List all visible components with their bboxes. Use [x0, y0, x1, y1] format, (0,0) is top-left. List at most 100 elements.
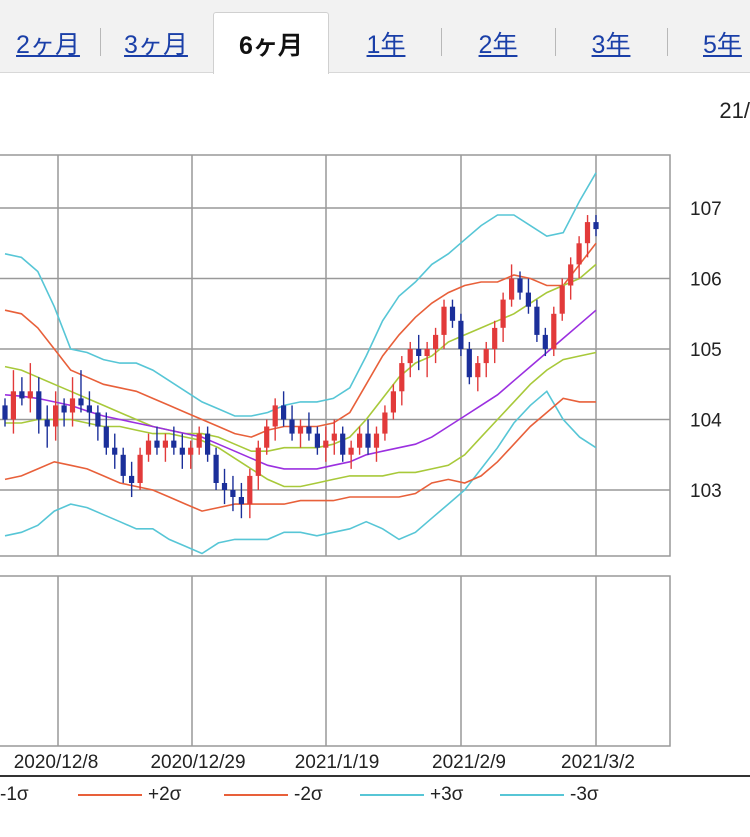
tab-3-years[interactable]: 3年 [591, 31, 631, 59]
candle-body [399, 363, 405, 392]
y-tick-label: 106 [690, 270, 722, 291]
candle-body [53, 405, 59, 427]
candle-body [78, 398, 84, 406]
legend-item-minus1-sigma: -1σ [0, 784, 29, 806]
candle-body [525, 292, 531, 307]
candle-body [407, 349, 413, 364]
band-minus3-sigma [4, 390, 597, 555]
candle-body [483, 349, 489, 364]
candle-body [373, 433, 380, 448]
candle-body [382, 412, 388, 434]
band-minus2-sigma [4, 397, 596, 512]
candle-body [424, 349, 430, 356]
tab-2-years[interactable]: 2年 [478, 31, 518, 59]
candle-body [458, 320, 464, 349]
candle-body [500, 299, 506, 328]
candle-body [10, 391, 16, 420]
candle-body [238, 497, 244, 505]
candle-body [19, 391, 25, 399]
plot-area [0, 154, 671, 557]
candle-body [61, 405, 67, 413]
legend-line [500, 793, 564, 796]
candle-body [509, 278, 515, 300]
y-tick-label: 107 [690, 199, 722, 220]
header-date: 21/ [719, 98, 750, 123]
legend-label: +3σ [430, 784, 464, 805]
legend-label: -2σ [294, 784, 323, 805]
x-tick-label: 2021/3/2 [561, 752, 635, 773]
candle-body [365, 433, 371, 448]
candle-body [542, 334, 548, 349]
candle-body [112, 447, 118, 455]
candle-body [348, 447, 354, 455]
candle-body [449, 306, 456, 321]
y-tick-label: 103 [690, 481, 722, 502]
legend-divider [0, 775, 750, 777]
tab-separator [555, 28, 556, 56]
tab-separator [100, 28, 101, 56]
tab-3-months[interactable]: 3ヶ月 [124, 31, 188, 59]
candle-body [306, 426, 312, 434]
candle-body [441, 306, 447, 335]
tab-separator [667, 28, 668, 56]
candle-body [492, 327, 498, 349]
candle-body [357, 433, 363, 448]
tab-1-year[interactable]: 1年 [366, 31, 406, 59]
tab-6-months[interactable]: 6ヶ月 [213, 12, 329, 74]
candle-body [154, 440, 160, 448]
band-plus3-sigma [4, 172, 597, 417]
candle-body [129, 475, 135, 483]
candle-body [171, 440, 177, 448]
candle-body [221, 483, 228, 490]
tab-2-months[interactable]: 2ヶ月 [16, 31, 80, 59]
candle-body [2, 405, 8, 420]
y-tick-label: 105 [690, 340, 722, 361]
candle-body [196, 433, 202, 448]
candle-body [162, 440, 168, 448]
legend-line [224, 793, 288, 796]
period-tabs: 2ヶ月 3ヶ月 6ヶ月 1年 2年 3年 5年 [0, 0, 750, 74]
candle-body [297, 426, 304, 434]
candle-body [145, 440, 152, 455]
legend-line [78, 793, 142, 796]
candle-body [247, 475, 253, 505]
candle-body [551, 313, 557, 350]
x-tick-label: 2021/2/9 [432, 752, 506, 773]
legend-item-plus2-sigma: +2σ [78, 784, 181, 806]
legend-item-minus3-sigma: -3σ [500, 784, 599, 806]
candle-body [390, 391, 396, 413]
legend-item-minus2-sigma: -2σ [224, 784, 323, 806]
candle-body [27, 391, 33, 399]
candle-body [86, 405, 92, 413]
candle-body [517, 278, 523, 293]
candle-body [584, 222, 591, 244]
tab-5-years[interactable]: 5年 [703, 31, 742, 59]
legend-item-plus3-sigma: +3σ [360, 784, 463, 806]
legend-label: -3σ [570, 784, 599, 805]
legend-label: +2σ [148, 784, 182, 805]
candle-body [433, 334, 439, 349]
candle-body [281, 405, 287, 420]
candle-body [137, 454, 143, 483]
x-tick-label: 2021/1/19 [295, 752, 380, 773]
candle-body [103, 426, 109, 448]
band-minus1-sigma [5, 351, 597, 488]
candle-body [534, 306, 540, 335]
lower-panel [0, 575, 671, 747]
candle-body [95, 412, 101, 427]
y-tick-label: 104 [690, 411, 722, 432]
candle-body [416, 349, 422, 356]
legend-label: -1σ [0, 784, 29, 805]
candle-body [475, 363, 481, 378]
x-tick-label: 2020/12/29 [150, 752, 245, 773]
candle-body [179, 447, 185, 455]
candle-body [120, 454, 126, 476]
candle-body [331, 433, 337, 441]
candle-body [559, 285, 565, 314]
candle-body [36, 391, 42, 420]
candle-body [213, 454, 219, 483]
candle-body [466, 349, 472, 378]
candle-body [255, 447, 261, 476]
candle-body [44, 419, 50, 427]
